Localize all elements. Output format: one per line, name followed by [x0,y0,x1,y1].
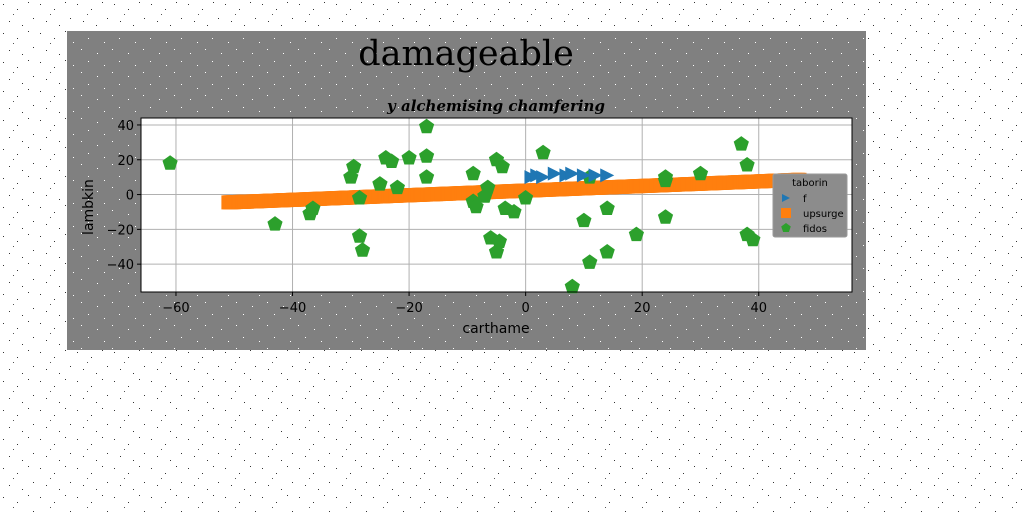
legend-box [772,173,848,238]
fidos-point [628,226,644,242]
fidos-point [468,198,484,214]
fidos-point [343,169,359,184]
fidos-point [518,190,534,205]
fidos-point [599,244,615,259]
chart-subtitle: y alchemising chamfering [386,97,605,115]
f-point [547,166,562,181]
fidos-point [419,169,435,184]
f-point [576,168,591,183]
series-f [524,166,615,185]
fidos-point [599,200,615,215]
legend-marker-fidos [781,223,791,232]
x-tick-label: 20 [634,301,651,316]
fidos-point [657,172,674,188]
legend-label-upsurge: upsurge [803,209,844,220]
y-axis-label: lambkin [81,179,97,235]
x-tick-label: −60 [162,301,189,316]
fidos-point [535,144,551,160]
fidos-point [389,179,405,195]
fidos-point [372,176,388,191]
fidos-point [305,200,321,215]
legend-marker-f [782,194,790,202]
f-point [536,170,551,185]
chart-title: damageable [358,34,574,74]
fidos-point [745,231,761,247]
y-tick-label: −40 [107,258,134,273]
legend: taborin f upsurge fidos [772,173,848,238]
fidos-point [162,155,178,170]
fidos-point [488,244,505,259]
series-fidos [162,118,761,294]
legend-label-f: f [803,194,807,205]
fidos-point [267,216,283,231]
y-tick-label: 20 [117,154,134,169]
y-tick-label: 0 [126,189,134,204]
y-tick-label: −20 [107,223,134,238]
y-tick-label: 40 [117,119,134,134]
x-tick-label: −40 [279,301,306,316]
fidos-point [576,212,592,228]
fidos-point [384,153,400,168]
x-axis-label: carthame [462,321,529,337]
f-point [565,166,580,181]
fidos-point [346,158,362,174]
fidos-point [494,158,510,174]
f-point [588,168,603,183]
fidos-point [419,118,435,134]
legend-label-fidos: fidos [803,224,827,235]
fidos-point [491,233,507,248]
fidos-point [465,165,481,181]
x-tick-label: 0 [521,301,529,316]
legend-items: f upsurge fidos [781,194,844,235]
legend-title: taborin [792,178,828,189]
plot-frame [140,117,853,293]
fidos-point [351,228,368,243]
fidos-point [692,165,709,181]
fidos-point [506,204,522,219]
x-tick-label: −20 [395,301,422,316]
fidos-point [739,157,755,172]
x-axis-ticks: −60 −40 −20 0 20 40 [162,292,767,316]
fidos-point [733,136,749,151]
fidos-point [401,150,417,165]
fidos-point [564,278,580,294]
f-point [600,168,615,183]
fidos-point [351,190,368,205]
y-axis-ticks: −40 −20 0 20 40 [107,119,141,273]
fidos-point [480,179,496,195]
fidos-point [419,148,435,163]
fidos-point [354,242,371,257]
fidos-point [657,209,674,224]
fidos-point [582,254,598,269]
legend-marker-upsurge [781,208,791,218]
x-tick-label: 40 [750,301,767,316]
